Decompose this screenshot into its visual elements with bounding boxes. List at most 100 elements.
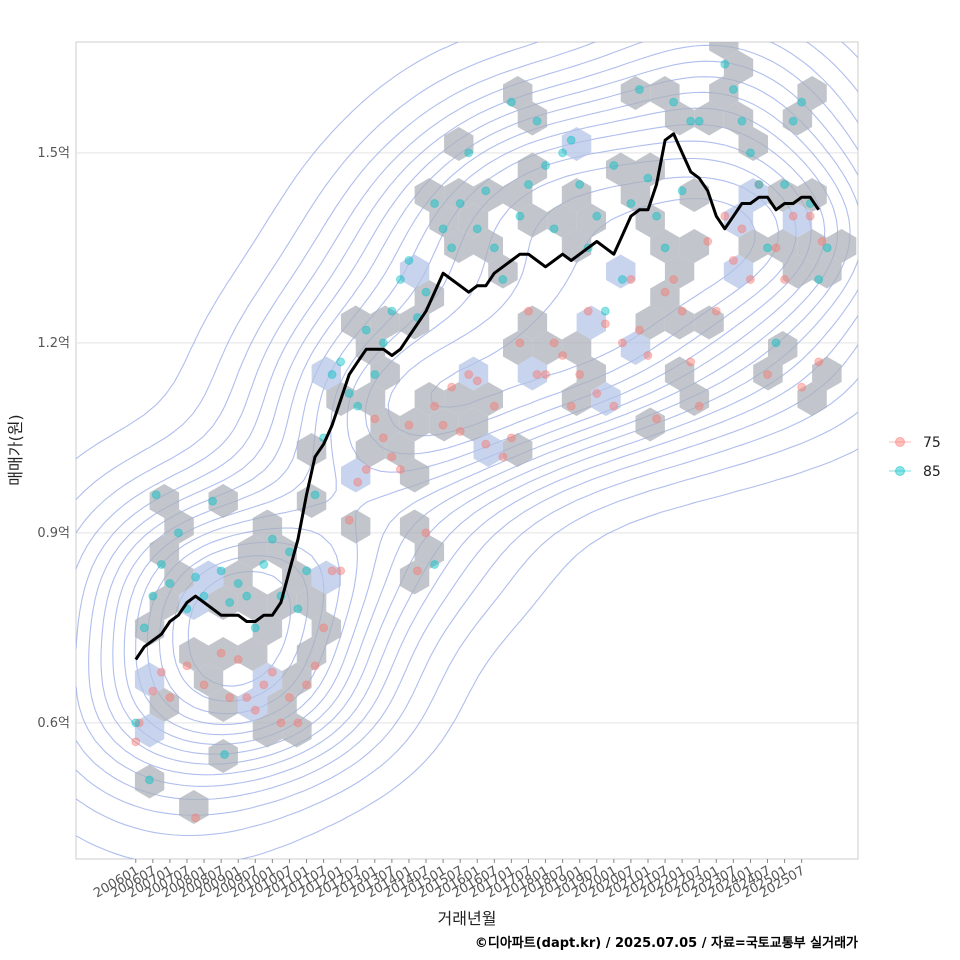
hexbin-cell [179, 790, 209, 824]
point-85 [498, 275, 508, 284]
hexbin-cell [399, 458, 430, 493]
hexbin-cell [738, 229, 768, 263]
hexbin-cell [473, 382, 503, 416]
point-85 [609, 161, 619, 170]
hexbin-cell [252, 713, 283, 748]
hexbin-cell [547, 203, 577, 238]
hexbin-cell [664, 305, 695, 340]
point-75 [165, 693, 175, 702]
hexbin-cell [341, 458, 371, 493]
point-75 [310, 661, 320, 671]
point-85 [151, 490, 161, 500]
point-85 [592, 211, 602, 221]
point-75 [763, 370, 773, 379]
point-75 [600, 319, 610, 329]
point-75 [404, 420, 414, 430]
point-75 [327, 566, 337, 576]
point-85 [216, 566, 226, 576]
point-75 [131, 737, 141, 747]
point-75 [626, 275, 636, 284]
y-axis: 0.6억 0.9억 1.2억 1.5억 [37, 146, 70, 731]
hexbin-cell [797, 229, 827, 263]
point-85 [259, 560, 269, 569]
hexbin-cell [399, 509, 430, 544]
hexbin-cell [355, 433, 386, 467]
point-75 [814, 357, 824, 367]
point-75 [412, 566, 422, 576]
point-75 [438, 420, 448, 430]
hexbin-cell [723, 101, 754, 136]
y-tick-label: 0.6억 [37, 716, 70, 731]
legend-label-75: 75 [923, 435, 941, 451]
point-75 [566, 401, 576, 411]
point-85 [814, 275, 824, 284]
hexbin-cell [414, 178, 445, 212]
hexbin-cell [282, 713, 312, 748]
point-85 [472, 224, 482, 234]
point-85 [788, 116, 798, 126]
hexbin-cell [650, 280, 680, 314]
point-75 [592, 389, 602, 398]
point-85 [225, 598, 235, 607]
hexbin-cell [561, 127, 592, 161]
plot-panel [75, 41, 859, 860]
legend-key-85 [895, 466, 905, 476]
point-85 [353, 401, 363, 411]
point-85 [634, 85, 644, 94]
point-75 [276, 718, 286, 728]
point-75 [336, 566, 346, 576]
point-85 [780, 180, 790, 189]
hexbin-cell [606, 254, 636, 289]
hexbin-cell [370, 356, 400, 391]
hexbin-cell [591, 382, 621, 416]
hexbin-cell [237, 535, 268, 569]
point-85 [404, 256, 414, 265]
hexbin-cell [517, 356, 548, 391]
hexbin-cell [517, 305, 548, 340]
point-85 [148, 591, 158, 601]
point-75 [216, 648, 226, 658]
hexbin-cell [797, 382, 827, 416]
hexbin-cell [149, 586, 180, 620]
point-85 [541, 161, 551, 170]
point-75 [805, 211, 815, 221]
hexbin-cell [444, 127, 474, 161]
point-75 [267, 667, 277, 677]
hexbin-cell [399, 407, 430, 442]
point-75 [344, 515, 354, 525]
hexbin-cell [429, 203, 459, 238]
point-85 [421, 287, 431, 297]
point-75 [720, 211, 730, 221]
density-contour [76, 44, 858, 787]
density-contour [76, 42, 858, 801]
hexbin-cell [252, 611, 283, 646]
y-tick-label: 1.5억 [37, 146, 70, 161]
hexbin-cell [134, 713, 165, 748]
point-75 [643, 351, 653, 360]
hexbin-cell [193, 560, 224, 595]
hexbin-cell [473, 229, 503, 263]
hexbin-cell [282, 662, 312, 697]
density-contour [76, 42, 858, 837]
hexbin-cell [458, 203, 489, 238]
hexbin-cell [473, 178, 503, 212]
hexbin-cell [797, 178, 827, 212]
point-75 [549, 338, 559, 348]
point-85 [626, 199, 636, 208]
x-axis: 2006012006072007012007072008012008072009… [91, 859, 808, 901]
point-85 [660, 243, 670, 253]
hexbin-cell [458, 356, 489, 391]
hexbin-cell [341, 509, 371, 544]
point-75 [489, 401, 499, 411]
point-75 [558, 351, 568, 360]
point-75 [541, 370, 551, 379]
point-85 [797, 97, 807, 107]
hexbin-cell [650, 229, 680, 263]
point-75 [617, 338, 627, 348]
legend-key-75 [895, 437, 905, 447]
point-85 [344, 389, 354, 398]
point-85 [220, 750, 230, 759]
hexbin-cell [267, 688, 297, 722]
point-75 [745, 275, 755, 284]
point-75 [319, 623, 329, 633]
